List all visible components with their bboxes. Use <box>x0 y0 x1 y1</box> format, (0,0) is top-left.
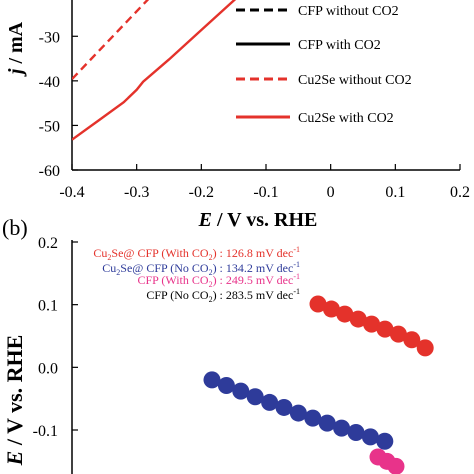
data-point <box>376 320 394 338</box>
panel-b-y-axis-label: E / V vs. RHE <box>2 335 27 467</box>
panel-b-y-tick-label: 0.0 <box>38 360 58 377</box>
panel-a-x-tick-label: -0.4 <box>59 184 84 201</box>
panel-a-x-tick-label: 0 <box>327 184 335 201</box>
panel-b-y-tick-label: 0.2 <box>38 235 58 252</box>
panel-a-x-tick-label: 0.2 <box>450 184 470 201</box>
legend-label: CFP (With CO2) : 249.5 mV dec-1 <box>137 272 300 289</box>
data-point <box>289 404 307 422</box>
legend-label: CFP without CO2 <box>298 4 399 19</box>
data-point <box>403 331 421 349</box>
data-point <box>275 398 293 416</box>
panel-b-y-ticks: 0.2 0.1 0.0 -0.1 <box>33 235 78 440</box>
panel-a-y-tick-label: -30 <box>39 29 60 46</box>
data-point <box>217 377 235 395</box>
legend-label: Cu2Se@ CFP (With CO2) : 126.8 mV dec-1 <box>93 245 300 262</box>
data-point <box>333 419 351 437</box>
panel-a-legend: CFP without CO2 CFP with CO2 Cu2Se without… <box>236 4 412 126</box>
panel-a-y-ticks: -30 -40 -50 -60 <box>39 29 78 180</box>
data-point <box>336 305 354 323</box>
panel-a-x-tick-label: -0.2 <box>189 184 214 201</box>
panel-a-x-ticks: -0.4 -0.3 -0.2 -0.1 0 0.1 0.2 <box>59 164 470 201</box>
panel-a-x-tick-label: 0.1 <box>385 184 405 201</box>
series-line-3 <box>72 0 237 141</box>
panel-a-x-tick-label: -0.3 <box>124 184 149 201</box>
legend-label: Cu2Se with CO2 <box>298 111 394 126</box>
data-point <box>246 388 264 406</box>
legend-label: Cu2Se@ CFP (No CO2) : 134.2 mV dec-1 <box>102 260 300 277</box>
panel-b-label: (b) <box>2 215 28 240</box>
data-point <box>387 457 405 474</box>
panel-b-legend: Cu2Se@ CFP (With CO2) : 126.8 mV dec-1Cu… <box>93 245 300 304</box>
legend-label: Cu2Se without CO2 <box>298 73 412 88</box>
panel-a: -30 -40 -50 -60 -0.4 -0.3 -0.2 -0.1 0 0.1 0.2 CFP… <box>5 0 470 231</box>
data-point <box>363 315 381 333</box>
data-point <box>304 409 322 427</box>
data-point <box>318 414 336 432</box>
panel-a-x-axis-label: E / V vs. RHE <box>198 209 318 231</box>
panel-a-lines <box>72 0 237 141</box>
panel-a-y-tick-label: -60 <box>39 163 60 180</box>
panel-a-y-tick-label: -40 <box>39 74 60 91</box>
panel-b-points <box>203 295 434 474</box>
series-line-2 <box>72 0 150 80</box>
data-point <box>261 393 279 411</box>
data-point <box>322 300 340 318</box>
panel-b-y-tick-label: 0.1 <box>38 298 58 315</box>
data-point <box>347 424 365 442</box>
panel-a-x-tick-label: -0.1 <box>253 184 278 201</box>
panel-b-y-tick-label: -0.1 <box>33 423 58 440</box>
legend-label: CFP (No CO2) : 283.5 mV dec-1 <box>146 287 300 304</box>
data-point <box>361 428 379 446</box>
data-point <box>203 371 221 389</box>
data-point <box>376 432 394 450</box>
data-point <box>416 339 434 357</box>
data-point <box>232 382 250 400</box>
panel-b: (b) 0.2 0.1 0.0 -0.1 Cu2Se@ CFP (With CO2) … <box>2 215 434 474</box>
panel-a-y-axis-label: j / mA <box>5 21 27 77</box>
panel-a-y-tick-label: -50 <box>39 118 60 135</box>
legend-label: CFP with CO2 <box>298 38 381 53</box>
data-point <box>389 325 407 343</box>
data-point <box>309 295 327 313</box>
data-point <box>349 310 367 328</box>
